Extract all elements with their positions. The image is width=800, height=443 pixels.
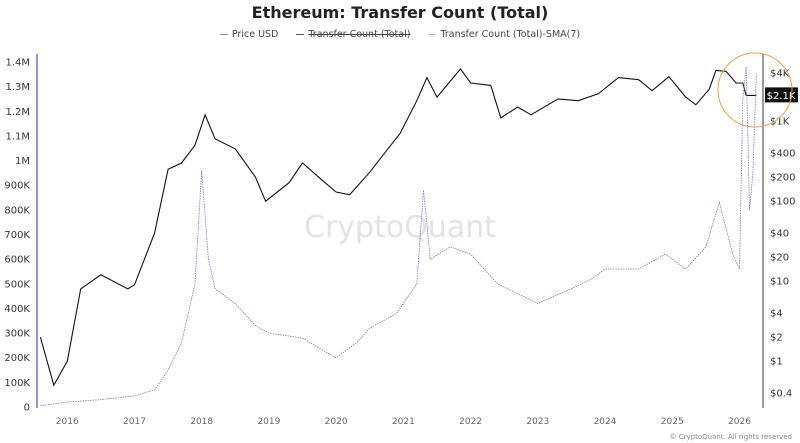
y-tick-label-left: 400K <box>4 304 30 315</box>
x-tick-label: 2019 <box>257 417 280 427</box>
y-tick-label-left: 200K <box>4 353 30 364</box>
x-tick-label: 2021 <box>392 417 415 427</box>
chart-title: Ethereum: Transfer Count (Total) <box>251 3 549 22</box>
y-tick-label-left: 1.1M <box>5 131 30 142</box>
y-tick-label-right: $4 <box>770 309 783 320</box>
x-tick-label: 2022 <box>459 417 482 427</box>
x-tick-label: 2024 <box>594 417 617 427</box>
y-tick-label-left: 800K <box>4 205 30 216</box>
y-tick-label-left: 900K <box>4 181 30 192</box>
y-tick-label-right: $0.4 <box>770 389 792 400</box>
y-tick-label-left: 1.2M <box>5 107 30 118</box>
legend-label: Transfer Count (Total) <box>308 29 411 40</box>
y-tick-label-right: $1K <box>770 117 790 128</box>
legend-swatch <box>219 34 228 35</box>
legend: Price USD Transfer Count (Total) Transfe… <box>0 29 800 40</box>
y-tick-label-right: $20 <box>770 253 789 264</box>
y-tick-label-right: $100 <box>770 197 795 208</box>
legend-item-price[interactable]: Price USD <box>219 29 279 40</box>
y-tick-label-right: $10 <box>770 277 789 288</box>
legend-swatch <box>296 34 305 35</box>
y-tick-label-left: 500K <box>4 279 30 290</box>
y-tick-label-left: 100K <box>4 378 30 389</box>
y-tick-label-right: $200 <box>770 173 795 184</box>
sma-series-line <box>40 66 757 407</box>
y-tick-label-right: $2 <box>770 333 783 344</box>
watermark: CryptoQuant <box>304 210 496 245</box>
footer-copyright: © CryptoQuant. All rights reserved <box>669 433 792 441</box>
y-tick-label-left: 1.3M <box>5 82 30 93</box>
x-tick-label: 2018 <box>190 417 213 427</box>
x-tick-label: 2016 <box>56 417 79 427</box>
y-tick-label-left: 300K <box>4 329 30 340</box>
current-price-label: $2.1K <box>767 91 796 102</box>
y-tick-label-left: 700K <box>4 230 30 241</box>
y-tick-label-right: $40 <box>770 229 789 240</box>
legend-label: Price USD <box>231 29 279 40</box>
y-tick-label-right: $1 <box>770 357 783 368</box>
y-tick-label-left: 1.4M <box>5 58 30 69</box>
y-tick-label-left: 0 <box>24 403 30 414</box>
legend-item-transfer-count[interactable]: Transfer Count (Total) <box>296 29 410 40</box>
x-tick-label: 2023 <box>526 417 549 427</box>
x-tick-label: 2020 <box>325 417 348 427</box>
y-tick-label-right: $4K <box>770 69 790 80</box>
legend-label: Transfer Count (Total)-SMA(7) <box>440 29 581 40</box>
legend-item-sma[interactable]: Transfer Count (Total)-SMA(7) <box>428 29 580 40</box>
y-tick-label-right: $400 <box>770 149 795 160</box>
y-tick-label-left: 600K <box>4 255 30 266</box>
highlight-circle-annotation <box>717 52 793 128</box>
y-tick-label-left: 1M <box>15 156 30 167</box>
x-tick-label: 2025 <box>661 417 684 427</box>
x-tick-label: 2026 <box>728 417 751 427</box>
x-tick-label: 2017 <box>123 417 146 427</box>
price-series-line <box>39 68 757 387</box>
current-price-badge <box>765 87 798 103</box>
legend-swatch <box>428 34 437 35</box>
